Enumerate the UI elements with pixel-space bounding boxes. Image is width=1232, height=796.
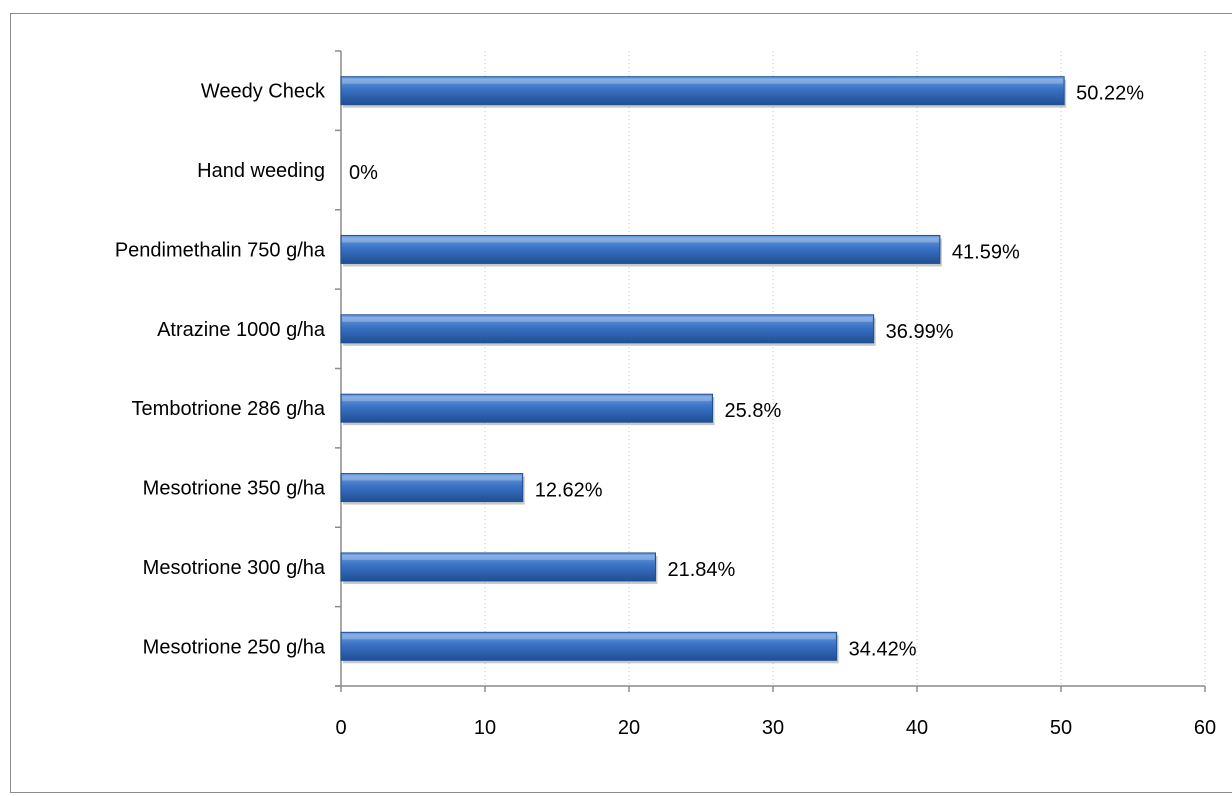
category-label: Mesotrione 250 g/ha <box>143 636 326 658</box>
bar-highlight <box>342 78 1064 84</box>
x-tick-label: 0 <box>335 717 346 739</box>
x-tick-label: 10 <box>474 717 496 739</box>
data-label: 50.22% <box>1076 83 1144 105</box>
bar-highlight <box>342 316 873 322</box>
category-label: Tembotrione 286 g/ha <box>132 398 326 420</box>
x-tick-label: 60 <box>1194 717 1216 739</box>
category-label: Atrazine 1000 g/ha <box>157 319 326 341</box>
axes <box>335 50 1206 692</box>
data-label: 25.8% <box>725 400 782 422</box>
grid-lines <box>484 51 1206 686</box>
bars <box>340 76 1067 664</box>
bar <box>340 393 714 423</box>
data-label: 41.59% <box>952 241 1020 263</box>
bar-highlight <box>342 634 836 640</box>
category-label: Mesotrione 300 g/ha <box>143 557 326 579</box>
bar-highlight <box>342 396 712 402</box>
labels: 0 10 20 30 40 50 60 Weedy Check 50.22% Hand weedi… <box>115 81 1216 739</box>
category-label: Hand weeding <box>197 160 325 182</box>
category-label: Mesotrione 350 g/ha <box>143 478 326 500</box>
x-tick-label: 40 <box>906 717 928 739</box>
x-tick-label: 50 <box>1050 717 1072 739</box>
data-label: 36.99% <box>886 321 954 343</box>
x-tick-label: 30 <box>762 717 784 739</box>
bar <box>340 314 875 344</box>
chart-frame: 0 10 20 30 40 50 60 Weedy Check 50.22% Hand weedi… <box>10 13 1232 793</box>
data-label: 34.42% <box>849 638 917 660</box>
bar-highlight <box>342 237 939 243</box>
category-label: Weedy Check <box>201 81 326 103</box>
bar <box>340 552 656 582</box>
bar <box>340 473 524 503</box>
bar-highlight <box>342 554 655 560</box>
data-label: 0% <box>349 162 378 184</box>
bar-highlight <box>342 475 522 481</box>
data-label: 12.62% <box>535 480 603 502</box>
bar <box>340 631 838 661</box>
x-tick-label: 20 <box>618 717 640 739</box>
category-label: Pendimethalin 750 g/ha <box>115 239 326 261</box>
data-label: 21.84% <box>667 559 735 581</box>
bar <box>340 76 1065 106</box>
bar-chart: 0 10 20 30 40 50 60 Weedy Check 50.22% Hand weedi… <box>115 50 1216 739</box>
bar <box>340 234 941 264</box>
